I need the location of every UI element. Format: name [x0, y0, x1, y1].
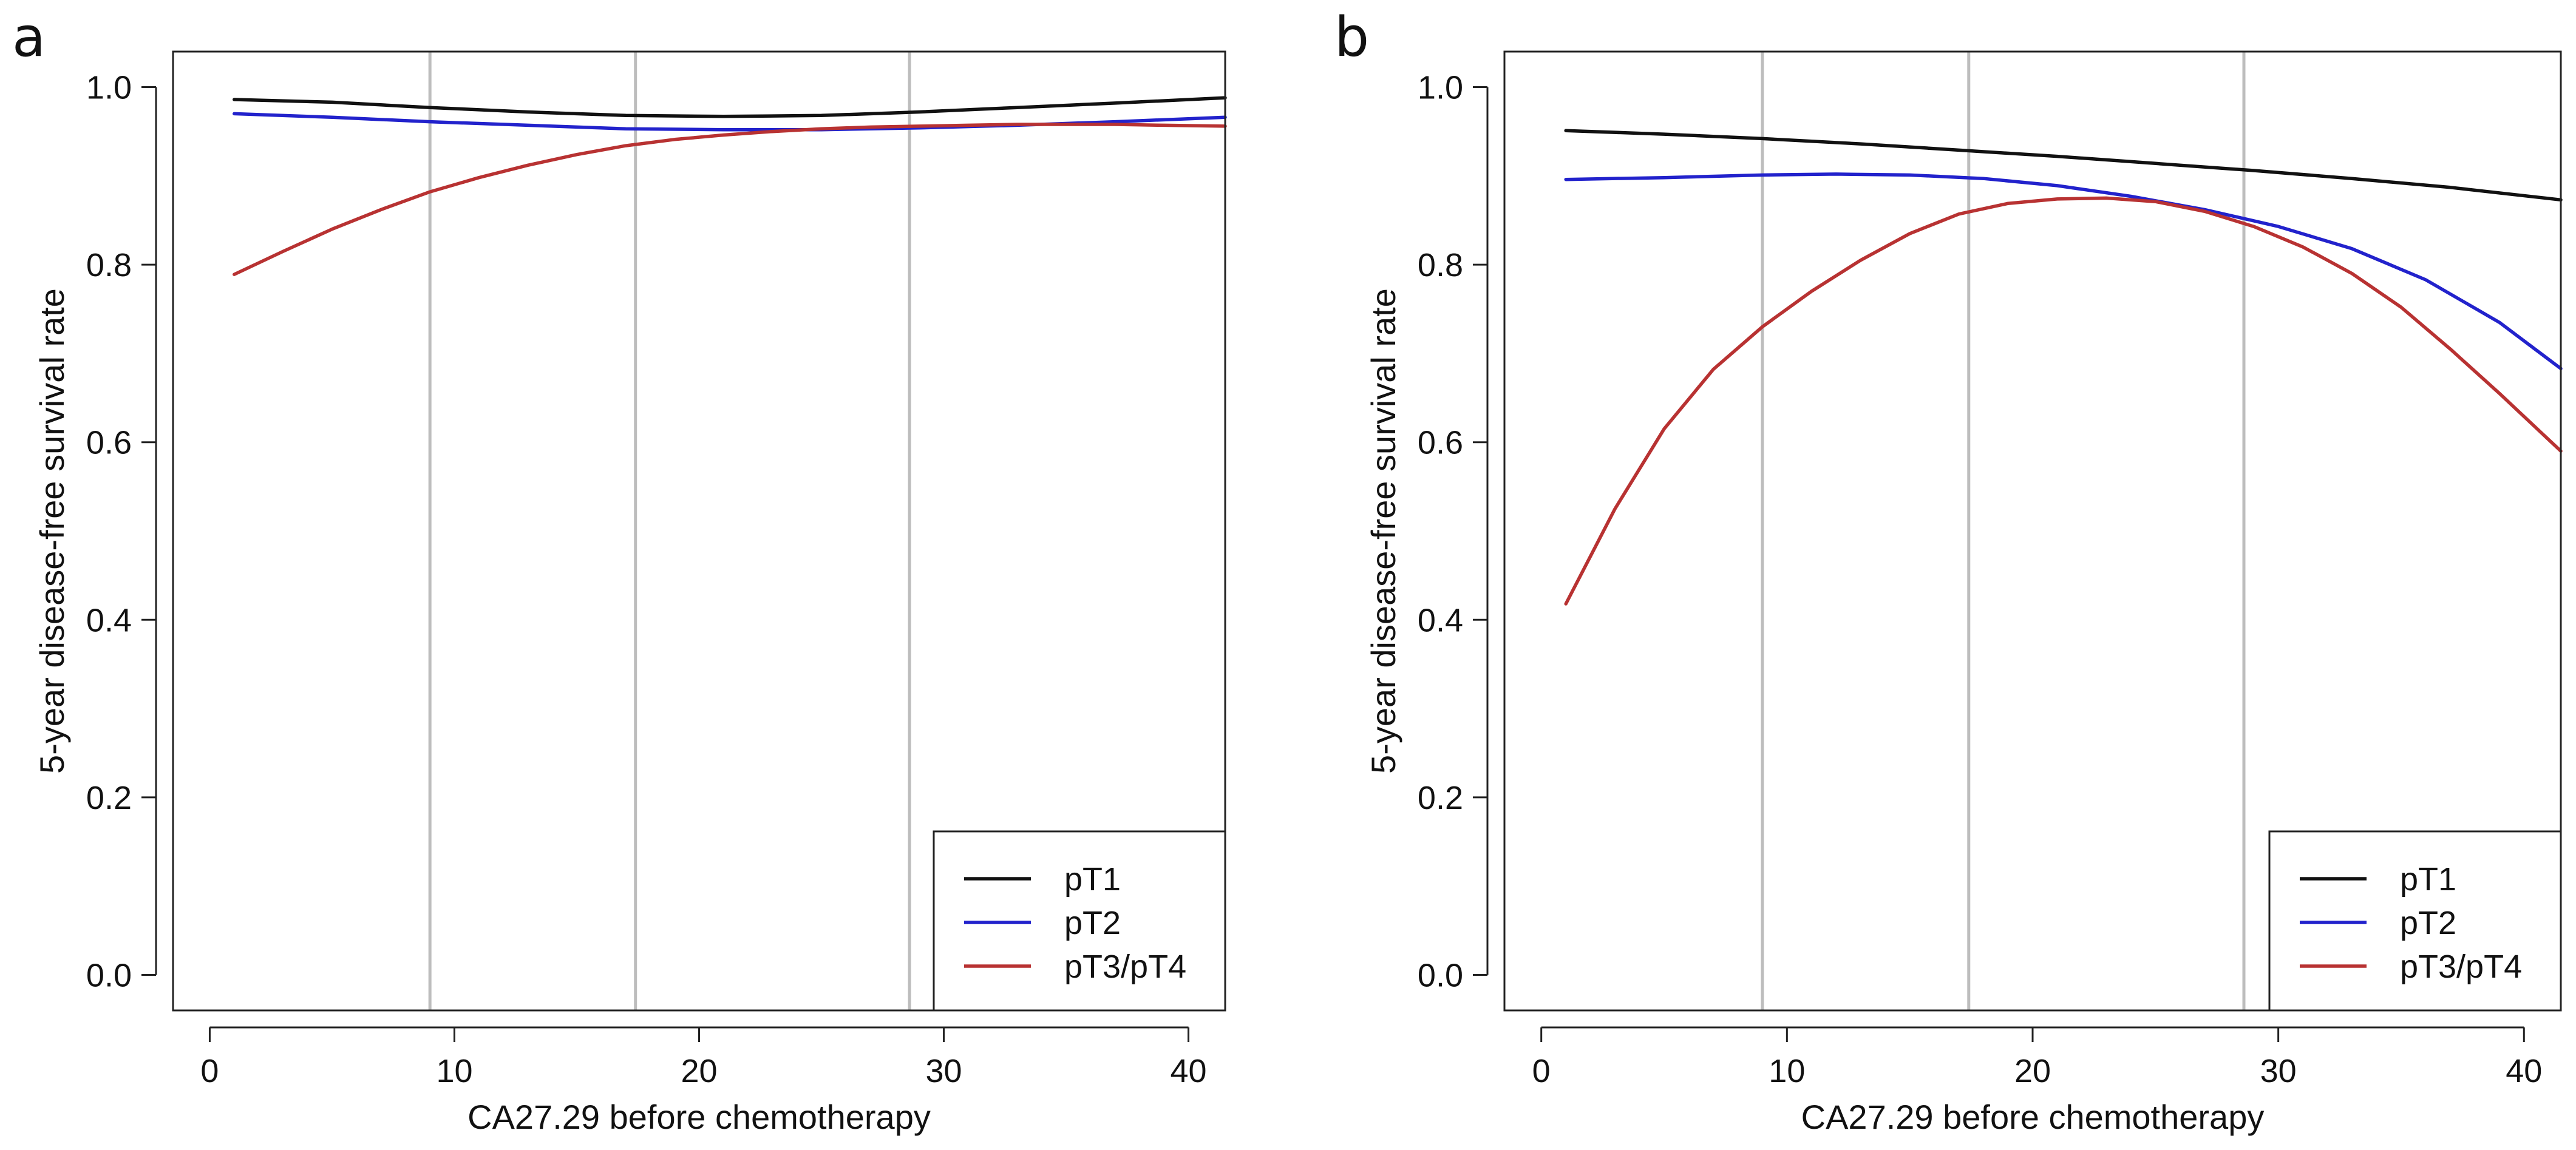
- panel-b-plot: 0 10 20 30 40 0.0 0.2 0.4 0.6 0.8 1.0 CA27.29 befor…: [1364, 50, 2563, 1136]
- panel-b-y-tick-label: 0.6: [1418, 425, 1463, 461]
- panel-b-letter: b: [1334, 5, 1369, 69]
- panel-a-legend-label: pT2: [1064, 905, 1121, 941]
- panel-b-y-tick-label: 0.0: [1418, 957, 1463, 993]
- panel-a-legend-label: pT1: [1064, 861, 1121, 898]
- panel-b-y-tick-label: 1.0: [1418, 70, 1463, 106]
- panel-a-y-tick-label: 0.0: [86, 957, 132, 993]
- panel-b-legend-label: pT3/pT4: [2400, 949, 2522, 985]
- panel-a-y-tick-label: 0.8: [86, 247, 132, 283]
- panel-a-plot-frame: [172, 50, 1226, 1012]
- panel-a-x-tick-label: 30: [925, 1053, 962, 1089]
- panel-b-legend: pT1 pT2 pT3/pT4: [2268, 830, 2562, 1012]
- panel-b-series-pt2: [1564, 172, 2563, 371]
- panel-b-x-tick-label: 0: [1532, 1053, 1551, 1089]
- panel-b-legend-label: pT1: [2400, 861, 2456, 898]
- panel-b-legend-label: pT2: [2400, 905, 2456, 941]
- panel-b-x-axis-title: CA27.29 before chemotherapy: [1801, 1098, 2265, 1136]
- panel-a-x-tick-label: 20: [681, 1053, 717, 1089]
- panel-b-plot-frame: [1503, 50, 2562, 1012]
- panel-b-y-tick-label: 0.4: [1418, 602, 1463, 638]
- panel-a: a 0 10 20 30 40 0.0 0.2 0.4 0.6 0.8 1.0 CA27.29 bef…: [12, 5, 1227, 1136]
- panel-a-series-pt3-pt4: [233, 123, 1227, 276]
- panel-a-x-tick-label: 40: [1171, 1053, 1207, 1089]
- panel-b: b 0 10 20 30 40 0.0 0.2 0.4 0.6 0.8 1.0 CA27.29 bef…: [1334, 5, 2563, 1136]
- panel-a-legend-label: pT3/pT4: [1064, 949, 1186, 985]
- panel-b-x-tick-label: 40: [2506, 1053, 2542, 1089]
- panel-a-x-tick-label: 10: [436, 1053, 472, 1089]
- panel-b-x-tick-label: 10: [1769, 1053, 1805, 1089]
- panel-a-x-tick-label: 0: [200, 1053, 219, 1089]
- panel-a-y-tick-label: 0.6: [86, 425, 132, 461]
- panel-b-y-axis-title: 5-year disease-free survival rate: [1364, 288, 1402, 774]
- panel-a-letter: a: [12, 5, 46, 69]
- panel-a-y-axis-title: 5-year disease-free survival rate: [33, 288, 71, 774]
- panel-b-y-tick-label: 0.8: [1418, 247, 1463, 283]
- panel-b-y-tick-label: 0.2: [1418, 780, 1463, 816]
- panel-b-x-tick-label: 30: [2260, 1053, 2297, 1089]
- panel-a-y-tick-label: 0.2: [86, 780, 132, 816]
- panel-b-series-pt3-pt4: [1564, 196, 2563, 606]
- panel-a-legend: pT1 pT2 pT3/pT4: [933, 830, 1226, 1012]
- panel-b-series-pt1: [1564, 129, 2563, 202]
- panel-a-series-pt1: [233, 96, 1227, 118]
- panel-a-y-tick-label: 0.4: [86, 602, 132, 638]
- panel-a-x-axis-title: CA27.29 before chemotherapy: [467, 1098, 931, 1136]
- panel-a-plot: 0 10 20 30 40 0.0 0.2 0.4 0.6 0.8 1.0 CA27.29 befor…: [33, 50, 1227, 1136]
- panel-b-x-tick-label: 20: [2014, 1053, 2051, 1089]
- panel-a-y-tick-label: 1.0: [86, 70, 132, 106]
